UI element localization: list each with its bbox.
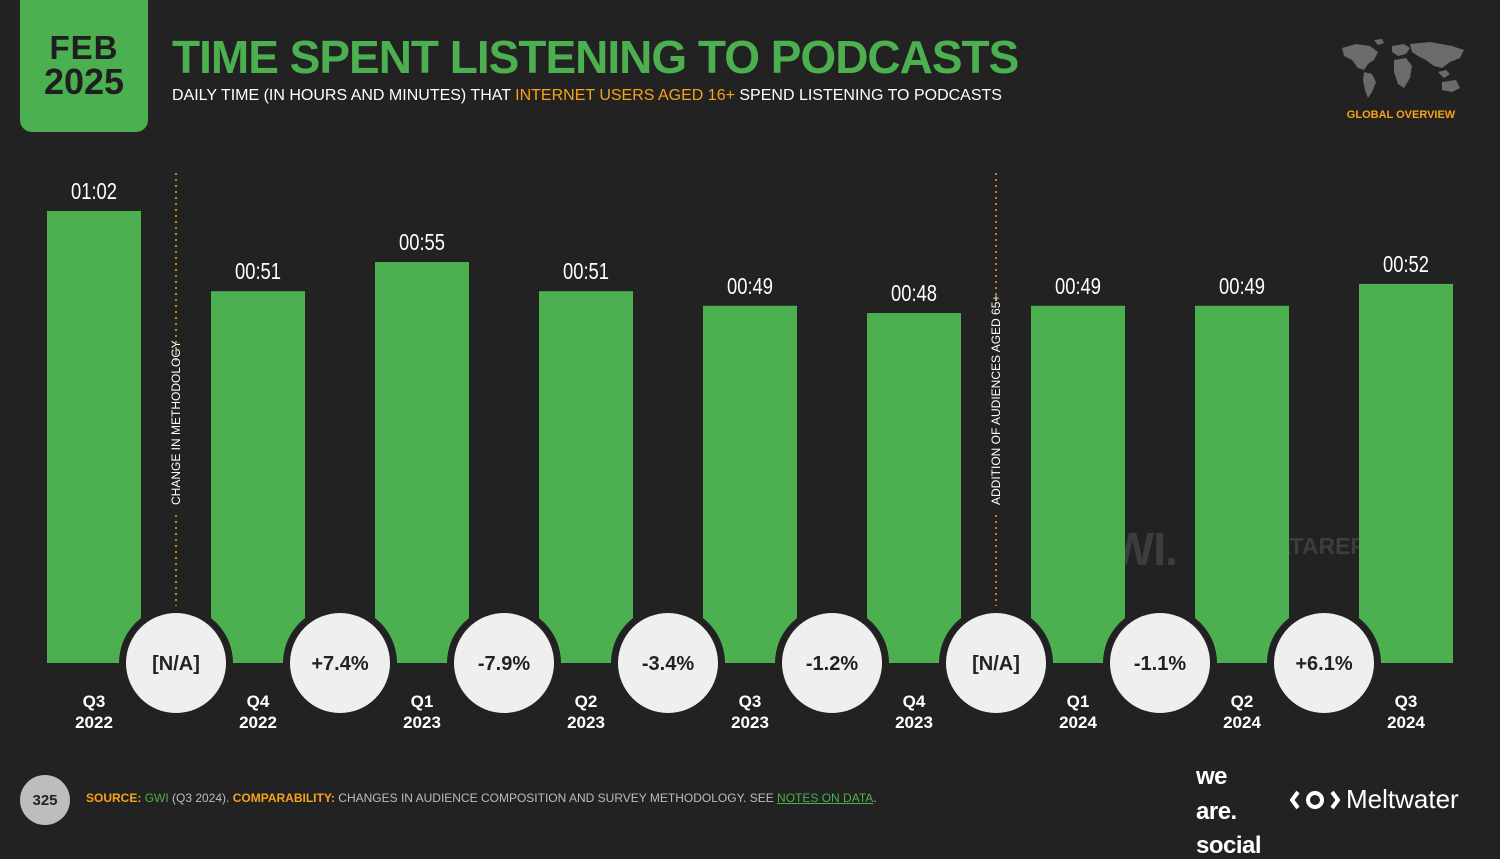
x-tick-quarter: Q4 bbox=[247, 692, 270, 711]
x-tick-quarter: Q3 bbox=[1395, 692, 1418, 711]
change-label: [N/A] bbox=[152, 653, 200, 675]
x-tick-quarter: Q3 bbox=[83, 692, 106, 711]
date-badge: FEB 2025 bbox=[20, 0, 148, 132]
change-circle bbox=[126, 613, 226, 713]
annotation-label: ADDITION OF AUDIENCES AGED 65+ bbox=[989, 295, 1003, 505]
change-circle bbox=[618, 613, 718, 713]
we-are-social-logo: we are. social bbox=[1196, 763, 1262, 859]
bar bbox=[703, 305, 797, 663]
comparability-label: COMPARABILITY: bbox=[232, 791, 335, 805]
annotation-label: CHANGE IN METHODOLOGY bbox=[169, 340, 183, 505]
annotation-text-bg bbox=[167, 362, 185, 513]
change-circle bbox=[454, 613, 554, 713]
was-line-3: social bbox=[1196, 832, 1262, 859]
bar bbox=[1359, 283, 1453, 663]
change-label: [N/A] bbox=[972, 653, 1020, 675]
page-title: TIME SPENT LISTENING TO PODCASTS bbox=[172, 31, 1019, 83]
bar-value-label: 00:48 bbox=[891, 280, 937, 306]
bar-value-label: 00:49 bbox=[727, 273, 773, 299]
change-circle bbox=[782, 613, 882, 713]
bar-value-label: 00:49 bbox=[1055, 273, 1101, 299]
meltwater-text: Meltwater bbox=[1346, 784, 1459, 814]
bar-chart: CHANGE IN METHODOLOGY ADDITION OF AUDIENC… bbox=[47, 173, 1453, 732]
bar-value-label: 00:52 bbox=[1383, 251, 1429, 277]
global-overview-label: GLOBAL OVERVIEW bbox=[1346, 109, 1456, 121]
bar bbox=[47, 211, 141, 663]
bar-value-label: 00:49 bbox=[1219, 273, 1265, 299]
bar bbox=[211, 291, 305, 663]
page-number: 325 bbox=[20, 775, 70, 825]
bar-value-label: 01:02 bbox=[71, 178, 117, 204]
page-subtitle: DAILY TIME (IN HOURS AND MINUTES) THAT I… bbox=[172, 87, 1002, 105]
subtitle-pre: DAILY TIME (IN HOURS AND MINUTES) THAT bbox=[172, 87, 516, 104]
x-tick-quarter: Q2 bbox=[1231, 692, 1254, 711]
source-period: (Q3 2024). bbox=[168, 791, 233, 805]
bar-value-label: 00:55 bbox=[399, 229, 445, 255]
date-month: FEB bbox=[49, 28, 119, 66]
change-circle bbox=[946, 613, 1046, 713]
bar-value-label: 00:51 bbox=[563, 258, 609, 284]
subtitle-post: SPEND LISTENING TO PODCASTS bbox=[734, 87, 1002, 104]
meltwater-icon bbox=[1290, 790, 1340, 809]
meltwater-logo: Meltwater bbox=[1290, 784, 1459, 815]
bar-value-label: 00:51 bbox=[235, 258, 281, 284]
annotation-text-bg bbox=[987, 305, 1005, 513]
world-map-icon bbox=[1342, 39, 1464, 98]
x-tick-year: 2023 bbox=[567, 713, 605, 732]
bar bbox=[867, 313, 961, 663]
change-label: +6.1% bbox=[1295, 653, 1352, 675]
change-label: -3.4% bbox=[642, 653, 694, 675]
change-circle bbox=[1110, 613, 1210, 713]
source-label: SOURCE: bbox=[86, 791, 142, 805]
comparability-text: CHANGES IN AUDIENCE COMPOSITION AND SURV… bbox=[334, 791, 778, 805]
x-tick-quarter: Q3 bbox=[739, 692, 762, 711]
change-circle bbox=[1274, 613, 1374, 713]
bar bbox=[539, 291, 633, 663]
notes-on-data-link[interactable]: NOTES ON DATA bbox=[777, 791, 874, 805]
x-tick-quarter: Q2 bbox=[575, 692, 598, 711]
change-label: -7.9% bbox=[478, 653, 530, 675]
x-tick-year: 2023 bbox=[403, 713, 441, 732]
subtitle-highlight: INTERNET USERS AGED 16+ bbox=[515, 87, 735, 104]
change-label: -1.2% bbox=[806, 653, 858, 675]
bar bbox=[1195, 305, 1289, 663]
source-name: GWI bbox=[144, 791, 169, 805]
x-tick-quarter: Q4 bbox=[903, 692, 926, 711]
source-note: SOURCE: GWI (Q3 2024). COMPARABILITY: CH… bbox=[86, 791, 877, 805]
x-tick-year: 2024 bbox=[1387, 713, 1425, 732]
x-tick-year: 2024 bbox=[1059, 713, 1097, 732]
x-tick-quarter: Q1 bbox=[1067, 692, 1090, 711]
change-label: +7.4% bbox=[311, 653, 368, 675]
was-line-2: are. bbox=[1196, 797, 1237, 825]
x-tick-year: 2022 bbox=[239, 713, 277, 732]
x-tick-year: 2023 bbox=[731, 713, 769, 732]
notes-end: . bbox=[873, 791, 877, 805]
x-tick-year: 2024 bbox=[1223, 713, 1261, 732]
bar bbox=[375, 262, 469, 663]
bar bbox=[1031, 305, 1125, 663]
date-year: 2025 bbox=[43, 61, 125, 103]
change-label: -1.1% bbox=[1134, 653, 1186, 675]
x-tick-year: 2023 bbox=[895, 713, 933, 732]
change-circle bbox=[290, 613, 390, 713]
x-tick-quarter: Q1 bbox=[411, 692, 434, 711]
x-tick-year: 2022 bbox=[75, 713, 113, 732]
was-line-1: we bbox=[1196, 763, 1228, 790]
